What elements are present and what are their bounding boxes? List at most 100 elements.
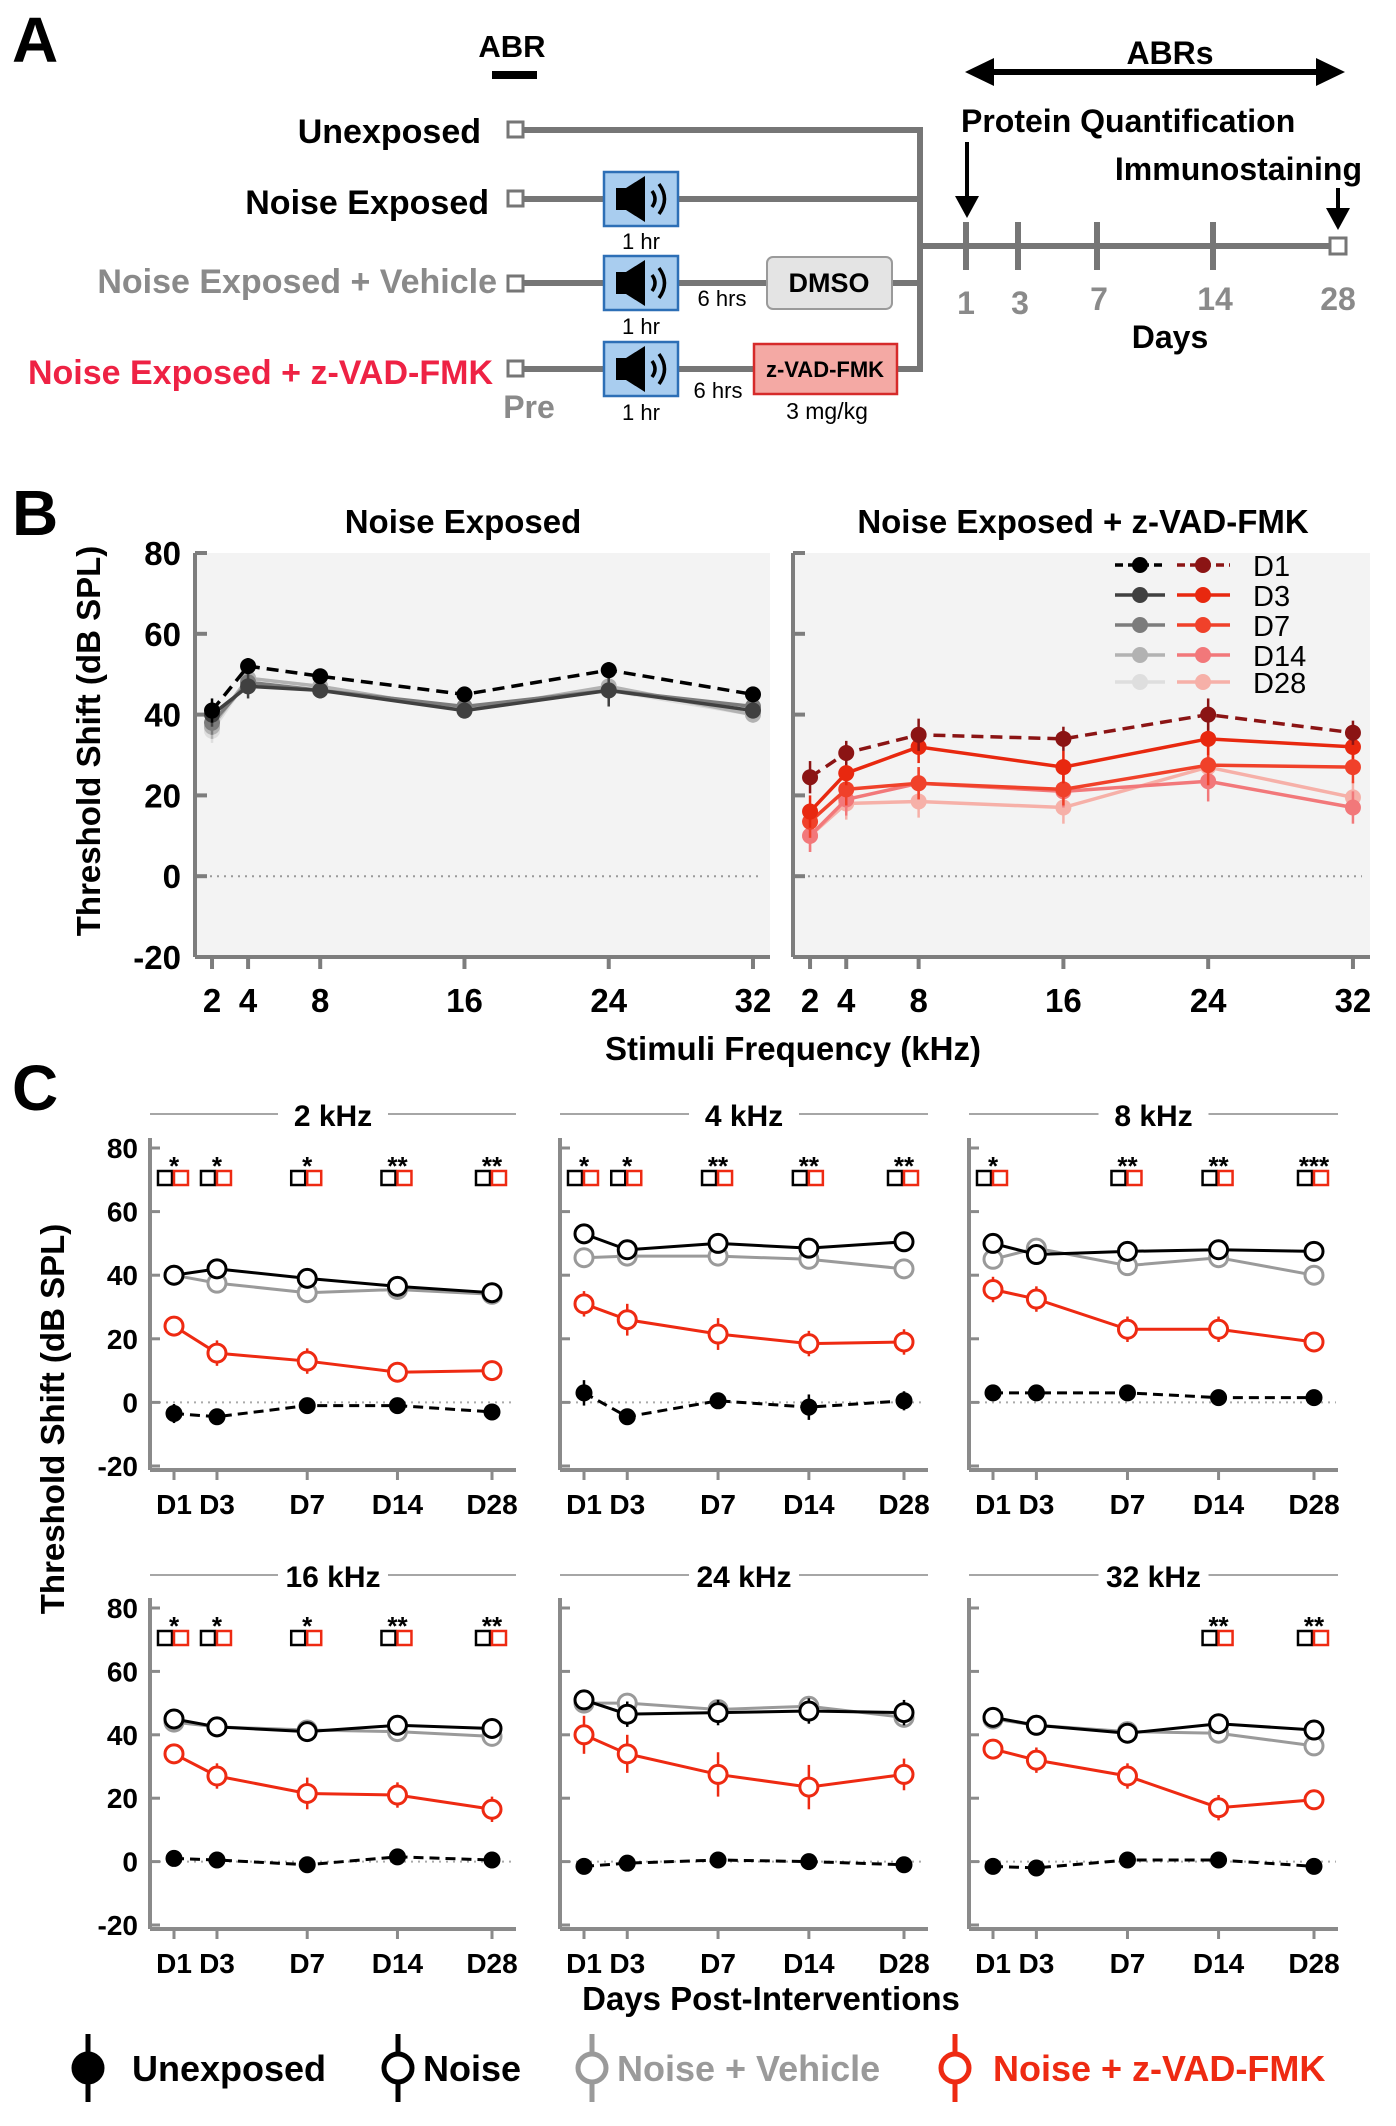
x-tick-label: D28 xyxy=(1288,1948,1339,1979)
data-point xyxy=(707,1323,729,1345)
sig-marker-noise xyxy=(700,1169,718,1187)
significance-stars: *** xyxy=(1299,1151,1330,1181)
arrow-head-right-icon xyxy=(1316,58,1345,86)
sig-marker-zvad xyxy=(1217,1629,1234,1647)
data-point xyxy=(296,1350,318,1372)
data-point xyxy=(798,1237,820,1259)
data-point xyxy=(982,1279,1004,1301)
x-tick-label: D3 xyxy=(1018,1489,1054,1520)
data-point xyxy=(1344,724,1361,741)
legend-marker-zvad xyxy=(1195,587,1211,603)
sig-marker-noise xyxy=(380,1629,397,1647)
sig-marker-noise xyxy=(1296,1629,1314,1647)
legend-marker-noise xyxy=(1132,587,1148,603)
data-point xyxy=(1305,1857,1323,1875)
y-tick-label: 20 xyxy=(144,777,181,814)
sig-marker-noise xyxy=(156,1169,174,1187)
x-tick-label: D7 xyxy=(289,1489,325,1520)
title-background xyxy=(689,1553,799,1593)
arrow-down-icon xyxy=(1326,208,1350,230)
day-ticks: 1 3 7 14 28 xyxy=(957,281,1356,321)
data-point xyxy=(1025,1749,1047,1771)
data-point xyxy=(204,702,221,719)
data-point xyxy=(798,1776,820,1798)
significance-stars: * xyxy=(622,1151,633,1181)
sig-marker-noise xyxy=(1201,1169,1218,1187)
duration-label: 1 hr xyxy=(622,229,660,254)
y-tick-label: 80 xyxy=(107,1133,138,1164)
significance-stars: ** xyxy=(708,1151,729,1181)
x-tick-label: D1 xyxy=(156,1489,192,1520)
series-noise xyxy=(163,1708,503,1743)
data-point xyxy=(573,1293,595,1315)
speaker-vehicle xyxy=(602,254,680,312)
data-point xyxy=(1116,1240,1138,1262)
legend-label: Noise xyxy=(423,2048,521,2089)
group-label-noise: Noise Exposed xyxy=(245,184,489,222)
series-line xyxy=(809,712,1354,779)
data-point xyxy=(1200,706,1217,723)
sig-marker-zvad xyxy=(625,1169,643,1187)
day-tick-label: 28 xyxy=(1320,281,1356,317)
y-tick-label: 80 xyxy=(107,1593,138,1624)
arrow-down-icon xyxy=(955,196,979,218)
x-tick-label: D7 xyxy=(289,1948,325,1979)
speaker-noise xyxy=(602,170,680,228)
data-point xyxy=(1344,738,1361,755)
data-point xyxy=(895,1392,913,1410)
data-point xyxy=(296,1782,318,1804)
data-point xyxy=(481,1360,503,1382)
wait-label: 6 hrs xyxy=(698,286,747,311)
x-tick-label: D7 xyxy=(1110,1489,1146,1520)
arrow-head-left-icon xyxy=(965,58,994,86)
panel-c: C Threshold Shift (dB SPL) Days Post-Int… xyxy=(12,1052,1340,2102)
sig-marker-zvad xyxy=(305,1169,323,1187)
y-tick-label: 60 xyxy=(144,616,181,653)
significance-stars: * xyxy=(169,1151,180,1181)
data-point xyxy=(575,1857,593,1875)
x-tick-label: 16 xyxy=(1045,982,1082,1019)
y-tick-label: -20 xyxy=(133,939,181,976)
subplot-32-khz: 32 kHz D1 D3 D7 D14 D28 ** ** xyxy=(967,1553,1340,1979)
data-point xyxy=(802,769,819,786)
data-point xyxy=(1305,1389,1323,1407)
data-point xyxy=(1210,1851,1228,1869)
x-tick-label: 4 xyxy=(239,982,258,1019)
series-unexposed xyxy=(984,1851,1323,1877)
data-point xyxy=(456,686,473,703)
data-point xyxy=(1344,759,1361,776)
sig-marker-noise xyxy=(156,1629,174,1647)
series-d1 xyxy=(204,658,761,723)
significance-stars: ** xyxy=(1208,1611,1229,1641)
data-point xyxy=(910,726,927,743)
data-point xyxy=(388,1397,406,1415)
sig-marker-noise xyxy=(791,1169,809,1187)
x-tick-label: D3 xyxy=(199,1948,235,1979)
title-background xyxy=(278,1553,388,1593)
x-tick-label: D14 xyxy=(783,1489,835,1520)
sig-marker-noise xyxy=(380,1169,397,1187)
legend-marker-noise xyxy=(1132,557,1148,573)
significance-stars: ** xyxy=(1117,1151,1138,1181)
data-point xyxy=(386,1714,408,1736)
sig-marker-noise xyxy=(1296,1169,1314,1187)
data-point xyxy=(1116,1765,1138,1787)
data-point xyxy=(298,1397,316,1415)
series-noise-z-vad-fmk xyxy=(982,1738,1325,1821)
significance-stars: * xyxy=(212,1151,223,1181)
b-x-axis-label: Stimuli Frequency (kHz) xyxy=(605,1030,981,1067)
title-background xyxy=(1098,1092,1209,1132)
b2-title: Noise Exposed + z-VAD-FMK xyxy=(857,503,1309,540)
y-tick-label: 20 xyxy=(107,1783,138,1814)
significance-stars: ** xyxy=(799,1151,820,1181)
data-point xyxy=(600,682,617,699)
data-point xyxy=(483,1851,501,1869)
duration-label: 1 hr xyxy=(622,400,660,425)
legend-marker-noise xyxy=(1132,674,1148,690)
x-tick-label: 2 xyxy=(801,982,819,1019)
data-point xyxy=(709,1392,727,1410)
immuno-label: Immunostaining xyxy=(1115,151,1362,187)
significance-stars: ** xyxy=(387,1151,408,1181)
sig-marker-zvad xyxy=(1126,1169,1143,1187)
series-noise xyxy=(573,1689,915,1727)
